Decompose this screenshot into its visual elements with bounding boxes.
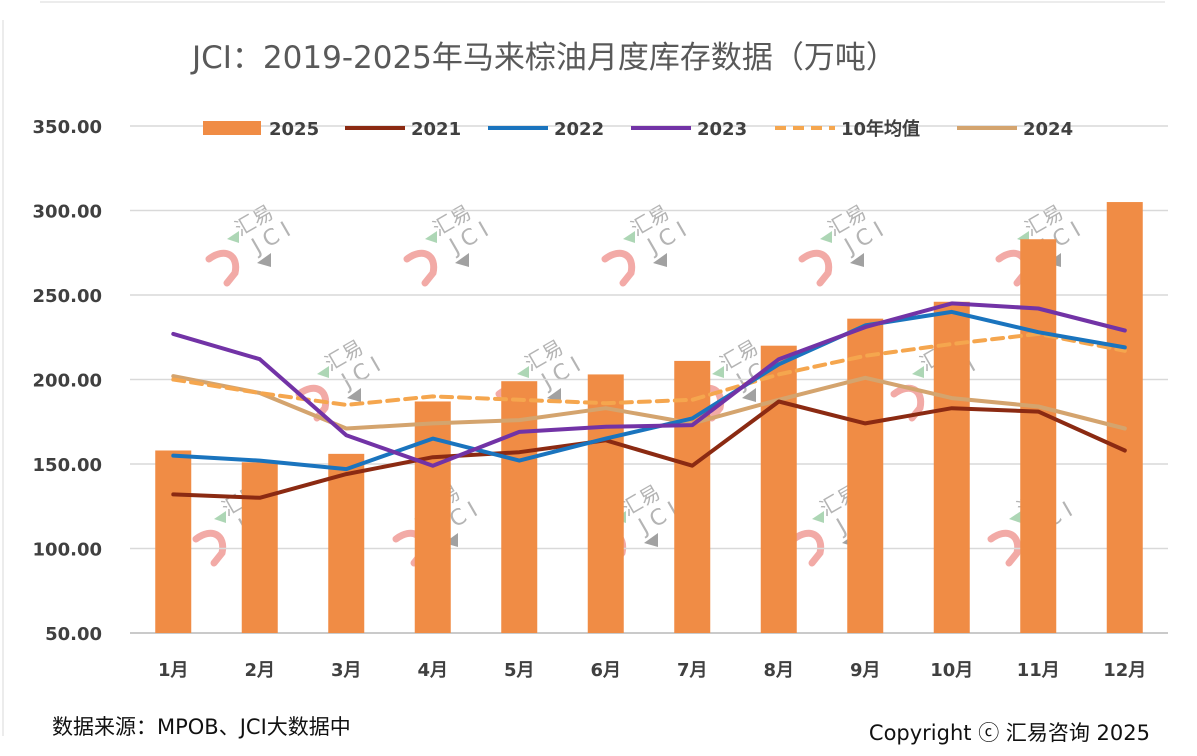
legend-label: 10年均值 (841, 118, 920, 140)
x-tick-label: 3月 (331, 660, 362, 681)
watermark-swoosh (205, 249, 240, 287)
line-10年均值 (171, 331, 1127, 407)
legend-swatch (203, 121, 261, 135)
legend-label: 2023 (697, 119, 747, 140)
legend-item-2022: 2022 (488, 119, 604, 140)
watermark-swoosh (295, 384, 330, 422)
watermark-arrow (547, 388, 561, 402)
watermark-leaf (517, 366, 529, 378)
x-tick-label: 2月 (244, 660, 275, 681)
watermark-arrow (850, 253, 864, 267)
watermark-leaf (425, 231, 437, 243)
bar-2025-10月 (933, 301, 970, 633)
watermark-swoosh (987, 529, 1022, 567)
watermark-swoosh (403, 249, 438, 287)
legend-label: 2021 (411, 119, 461, 140)
bar-2025-4月 (414, 401, 451, 633)
watermark-arrow (644, 533, 658, 547)
x-tick-label: 12月 (1103, 660, 1146, 681)
watermark-swoosh (798, 249, 833, 287)
bar-2025-5月 (501, 381, 538, 633)
watermark-leaf (227, 231, 239, 243)
legend-label: 2024 (1023, 119, 1073, 140)
y-axis-ticks: 50.00 100.00 150.00 200.00 250.00 300.00 350.0… (33, 117, 102, 645)
legend-item-2023: 2023 (631, 119, 747, 140)
x-tick-label: 4月 (417, 660, 448, 681)
watermark-swoosh (790, 529, 825, 567)
y-tick-label: 200.00 (33, 371, 102, 392)
line-series (171, 301, 1127, 500)
watermark-arrow (742, 388, 756, 402)
watermark-swoosh (192, 529, 227, 567)
watermark-leaf (912, 366, 924, 378)
x-tick-label: 1月 (158, 660, 189, 681)
watermark-leaf (820, 231, 832, 243)
y-tick-label: 350.00 (33, 117, 102, 138)
watermark-swoosh (601, 249, 636, 287)
watermark-leaf (623, 231, 635, 243)
y-tick-label: 100.00 (33, 540, 102, 561)
legend-item-2021: 2021 (345, 119, 461, 140)
watermark-leaf (712, 366, 724, 378)
chart-title: JCI：2019-2025年马来棕油月度库存数据（万吨） (190, 40, 897, 76)
bar-2025-11月 (1020, 239, 1057, 634)
x-tick-label: 9月 (850, 660, 881, 681)
watermark-leaf (214, 511, 226, 523)
y-tick-label: 300.00 (33, 202, 102, 223)
bar-2025-12月 (1106, 202, 1143, 634)
watermark-arrow (455, 253, 469, 267)
legend-item-2024: 2024 (957, 119, 1073, 140)
legend-item-10年均值: 10年均值 (775, 118, 920, 140)
bar-2025-1月 (155, 450, 192, 633)
watermark-leaf (812, 511, 824, 523)
legend: 2025 2021 2022 2023 10年均值 2024 (203, 118, 1073, 140)
grid-layer (130, 125, 1168, 634)
bar-series (155, 202, 1143, 634)
legend-label: 2022 (554, 119, 604, 140)
x-tick-label: 10月 (930, 660, 973, 681)
source-note: 数据来源：MPOB、JCI大数据中 (52, 715, 351, 739)
line-2021 (171, 399, 1127, 500)
x-tick-label: 6月 (590, 660, 621, 681)
y-tick-label: 150.00 (33, 455, 102, 476)
bar-2025-8月 (760, 345, 797, 633)
watermark-arrow (347, 388, 361, 402)
bar-2025-7月 (674, 360, 711, 633)
y-tick-label: 250.00 (33, 286, 102, 307)
x-tick-label: 8月 (763, 660, 794, 681)
bar-2025-9月 (847, 318, 884, 633)
x-tick-label: 11月 (1017, 660, 1060, 681)
watermark-arrow (653, 253, 667, 267)
watermark-leaf (1009, 511, 1021, 523)
line-2023 (171, 301, 1127, 468)
x-tick-label: 7月 (677, 660, 708, 681)
y-tick-label: 50.00 (45, 624, 102, 645)
bar-2025-6月 (587, 374, 624, 633)
bar-2025-3月 (328, 453, 365, 633)
legend-item-2025: 2025 (203, 119, 319, 140)
bar-2025-2月 (241, 462, 278, 633)
x-axis-ticks: 1月 2月 3月 4月 5月 6月 7月 8月 9月 10月 11月 12月 (158, 660, 1146, 681)
line-2022 (171, 309, 1127, 472)
legend-label: 2025 (269, 119, 319, 140)
copyright-note: Copyright ⓒ 汇易咨询 2025 (869, 721, 1150, 745)
x-tick-label: 5月 (504, 660, 535, 681)
watermark-arrow (257, 253, 271, 267)
watermark-leaf (317, 366, 329, 378)
